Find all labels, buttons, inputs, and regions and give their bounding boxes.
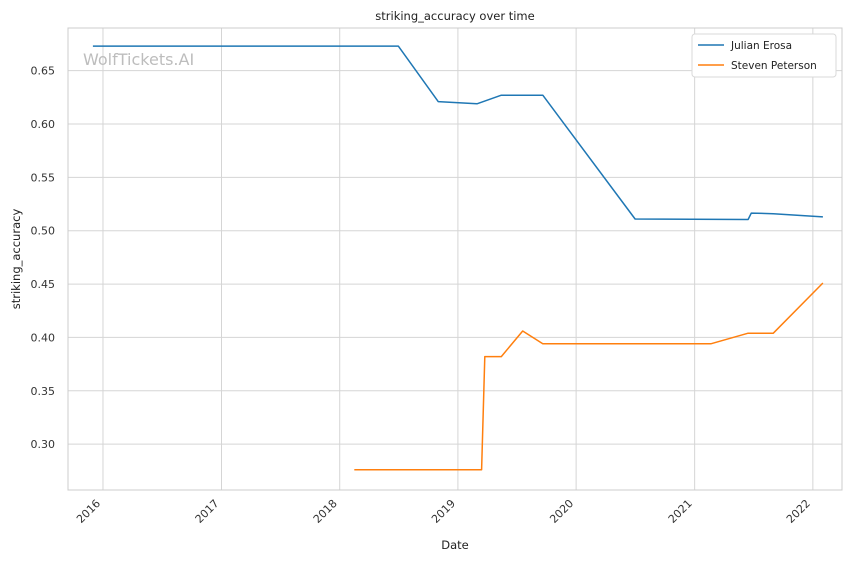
x-tick-label: 2021 xyxy=(666,497,695,526)
x-axis-label: Date xyxy=(441,538,469,552)
grid xyxy=(68,28,842,490)
legend-label-steven-peterson: Steven Peterson xyxy=(731,60,817,72)
y-axis-label: striking_accuracy xyxy=(9,209,23,310)
chart-title: striking_accuracy over time xyxy=(375,9,534,23)
plot-frame xyxy=(67,27,843,491)
x-tick-label: 2020 xyxy=(547,497,576,526)
y-tick-label: 0.30 xyxy=(31,438,56,451)
y-tick-label: 0.45 xyxy=(31,278,56,291)
series-line-steven-peterson xyxy=(354,282,824,471)
series-layer xyxy=(92,45,824,471)
y-tick-label: 0.40 xyxy=(31,331,56,344)
y-tick-labels: 0.30 0.35 0.40 0.45 0.50 0.55 0.60 0.65 xyxy=(31,65,56,451)
legend-box xyxy=(691,33,837,78)
y-tick-label: 0.60 xyxy=(31,118,56,131)
y-tick-label: 0.50 xyxy=(31,225,56,238)
y-tick-label: 0.65 xyxy=(31,65,56,78)
watermark-text: WolfTickets.AI xyxy=(83,50,194,69)
series-line-julian-erosa xyxy=(92,45,823,221)
x-tick-labels: 2016 2017 2018 2019 2020 2021 2022 xyxy=(74,497,813,526)
plot-area xyxy=(68,28,842,490)
y-tick-label: 0.55 xyxy=(31,171,56,184)
legend: Julian Erosa Steven Peterson xyxy=(691,33,837,78)
x-tick-label: 2018 xyxy=(311,497,340,526)
x-tick-label: 2017 xyxy=(193,497,222,526)
legend-label-julian-erosa: Julian Erosa xyxy=(730,40,792,52)
x-tick-label: 2022 xyxy=(784,497,813,526)
y-tick-label: 0.35 xyxy=(31,385,56,398)
x-tick-label: 2019 xyxy=(429,497,458,526)
x-tick-label: 2016 xyxy=(74,497,103,526)
